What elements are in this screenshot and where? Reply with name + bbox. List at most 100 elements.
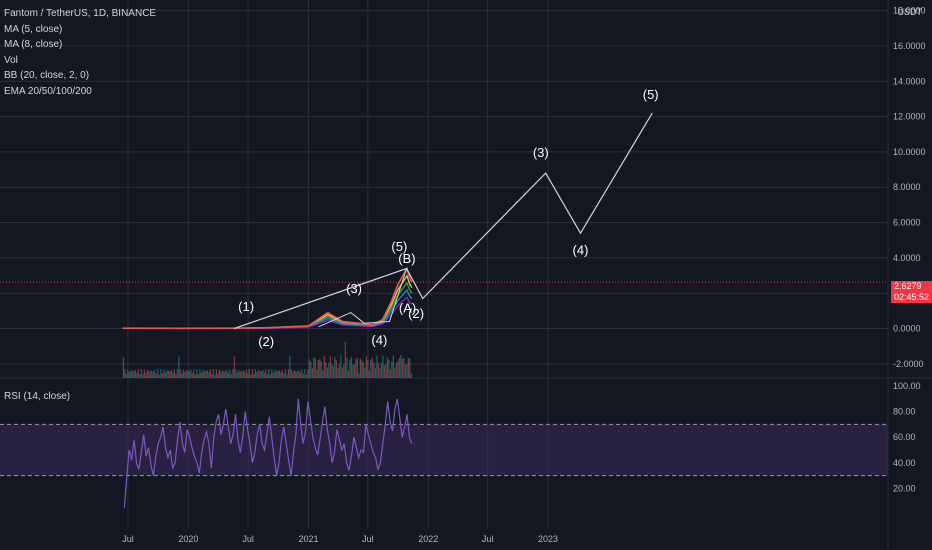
price-axis-label: 4.0000 <box>893 253 921 263</box>
volume-bar <box>224 371 226 378</box>
symbol-title[interactable]: Fantom / TetherUS, 1D, BINANCE <box>4 8 157 19</box>
volume-bar <box>289 355 291 378</box>
volume-bar <box>196 369 198 378</box>
volume-bar <box>317 360 319 378</box>
volume-bar <box>253 373 255 378</box>
volume-bar <box>128 372 130 378</box>
volume-bar <box>208 372 210 378</box>
volume-bar <box>265 369 267 378</box>
volume-bar <box>209 369 211 378</box>
volume-bar <box>364 367 366 378</box>
volume-bar <box>320 361 322 378</box>
indicator-ma8[interactable]: MA (8, close) <box>4 39 63 50</box>
indicator-bb[interactable]: BB (20, close, 2, 0) <box>4 70 90 81</box>
volume-bar <box>124 369 126 378</box>
volume-bar <box>205 370 207 378</box>
volume-bar <box>298 370 300 378</box>
volume-bar <box>313 357 315 378</box>
volume-bar <box>197 373 199 378</box>
wave-label: (4) <box>371 332 387 347</box>
volume-bar <box>178 356 180 378</box>
volume-bar <box>256 372 258 378</box>
volume-bar <box>277 370 279 378</box>
volume-bar <box>232 369 234 378</box>
volume-bar <box>284 369 286 378</box>
volume-bar <box>409 358 411 378</box>
price-axis-label: 18.0000 <box>893 6 926 16</box>
volume-bar <box>140 369 142 378</box>
volume-bar <box>257 370 259 378</box>
volume-bar <box>401 358 403 378</box>
volume-bar <box>241 370 243 378</box>
volume-bar <box>127 369 129 378</box>
volume-bar <box>311 367 313 378</box>
volume-bar <box>391 361 393 378</box>
wave-projection-line <box>234 112 653 330</box>
time-axis-label: Jul <box>482 534 494 544</box>
volume-bar <box>377 363 379 378</box>
volume-bar <box>149 370 151 378</box>
indicator-vol[interactable]: Vol <box>4 54 18 66</box>
volume-bar <box>275 371 277 378</box>
volume-bar <box>355 359 357 378</box>
price-axis-label: 14.0000 <box>893 76 926 86</box>
volume-bar <box>406 364 408 378</box>
volume-bar <box>263 372 265 378</box>
volume-bar <box>136 372 138 378</box>
volume-bar <box>131 370 133 378</box>
time-axis-label: 2021 <box>298 534 318 544</box>
wave-label: (1) <box>238 299 254 314</box>
time-axis-label: Jul <box>122 534 134 544</box>
volume-bar <box>158 374 160 378</box>
volume-bar <box>382 355 384 378</box>
volume-bar <box>340 355 342 378</box>
volume-bar <box>302 373 304 378</box>
volume-bar <box>328 362 330 378</box>
rsi-legend[interactable]: RSI (14, close) <box>4 391 71 402</box>
volume-bar <box>214 374 216 378</box>
price-line <box>122 266 413 330</box>
volume-bar <box>358 373 360 378</box>
wave-label: (4) <box>573 242 589 257</box>
volume-bar <box>146 369 148 378</box>
volume-bar <box>167 370 169 378</box>
volume-bar <box>329 355 331 378</box>
volume-bar <box>376 355 378 378</box>
volume-bar <box>161 373 163 378</box>
volume-bar <box>361 360 363 378</box>
volume-bar <box>179 369 181 378</box>
time-axis-label: 2023 <box>538 534 558 544</box>
volume-bar <box>212 369 214 378</box>
volume-bar <box>248 369 250 378</box>
volume-bar <box>250 374 252 378</box>
volume-bar <box>211 373 213 378</box>
volume-bar <box>304 369 306 378</box>
volume-bar <box>346 357 348 378</box>
volume-bar <box>338 363 340 378</box>
volume-bar <box>173 369 175 378</box>
volume-bar <box>152 371 154 378</box>
price-panel[interactable]: (1)(2)(3)(4)(5)(B)(A)(2)(3)(4)(5) <box>0 87 888 378</box>
volume-bar <box>295 371 297 378</box>
indicator-ema[interactable]: EMA 20/50/100/200 <box>4 85 92 97</box>
volume-bar <box>139 374 141 378</box>
volume-bar <box>221 370 223 378</box>
volume-bar <box>227 372 229 378</box>
volume-bar <box>215 369 217 378</box>
wave-label: (3) <box>346 281 362 296</box>
volume-bar <box>278 370 280 378</box>
ema-line <box>122 274 413 329</box>
volume-bar <box>331 363 333 378</box>
volume-bar <box>188 371 190 378</box>
volume-bar <box>332 366 334 378</box>
volume-bar <box>283 373 285 378</box>
volume-bar <box>194 374 196 378</box>
rsi-panel[interactable] <box>0 398 888 508</box>
volume-bar <box>247 373 249 378</box>
price-axis-label: 8.0000 <box>893 182 921 192</box>
price-axis-label: 16.0000 <box>893 41 926 51</box>
volume-bar <box>385 364 387 378</box>
indicator-ma5[interactable]: MA (5, close) <box>4 23 63 35</box>
volume-bar <box>245 369 247 378</box>
